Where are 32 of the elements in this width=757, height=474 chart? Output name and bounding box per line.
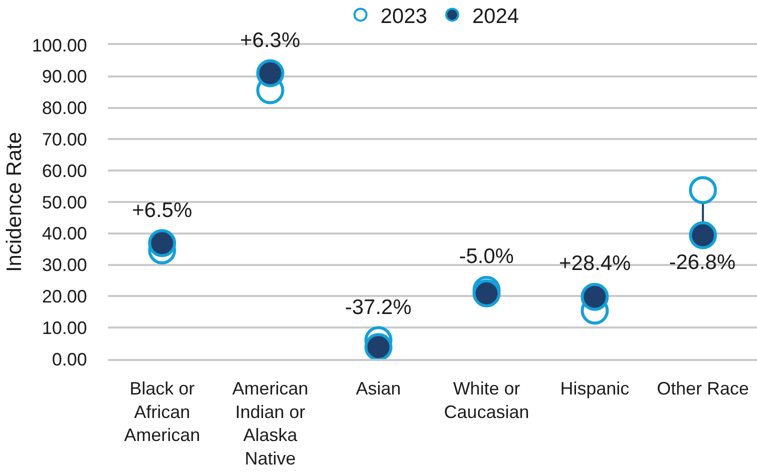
point [688,176,717,204]
point [256,59,284,88]
x-tick-label: Other Race [656,378,749,398]
legend-label: 2023 [380,4,428,28]
point [580,282,609,311]
annotation: -37.2% [345,296,412,319]
x-tick-label: Hispanic [560,378,630,398]
point [688,221,717,250]
y-tick-label: 0.00 [52,349,87,370]
x-tick-label: American Indian or Alaska Native [232,378,308,469]
x-tick-label: Asian [356,378,401,398]
annotation: -5.0% [459,245,514,268]
y-tick-label: 90.00 [42,66,87,87]
legend-label: 2024 [472,4,520,28]
annotation: +6.5% [132,199,192,222]
annotation: -26.8% [669,251,736,274]
y-tick-label: 70.00 [42,130,87,150]
x-tick-label: Black or African American [124,378,200,446]
y-tick-label: 80.00 [42,98,87,118]
y-tick-label: 50.00 [42,192,87,212]
y-tick-label: 10.00 [42,318,87,338]
annotation: +6.3% [240,29,300,52]
y-tick-label: 100.00 [32,35,87,56]
annotation: +28.4% [559,252,631,275]
y-tick-label: 40.00 [42,224,87,244]
point [364,333,392,362]
y-tick-label: 30.00 [42,255,87,276]
y-tick-label: 60.00 [42,160,87,181]
y-tick-label: 20.00 [42,286,87,306]
y-axis-title: Incidence Rate [3,132,26,272]
x-tick-label: White or Caucasian [444,378,530,422]
point [148,229,176,258]
